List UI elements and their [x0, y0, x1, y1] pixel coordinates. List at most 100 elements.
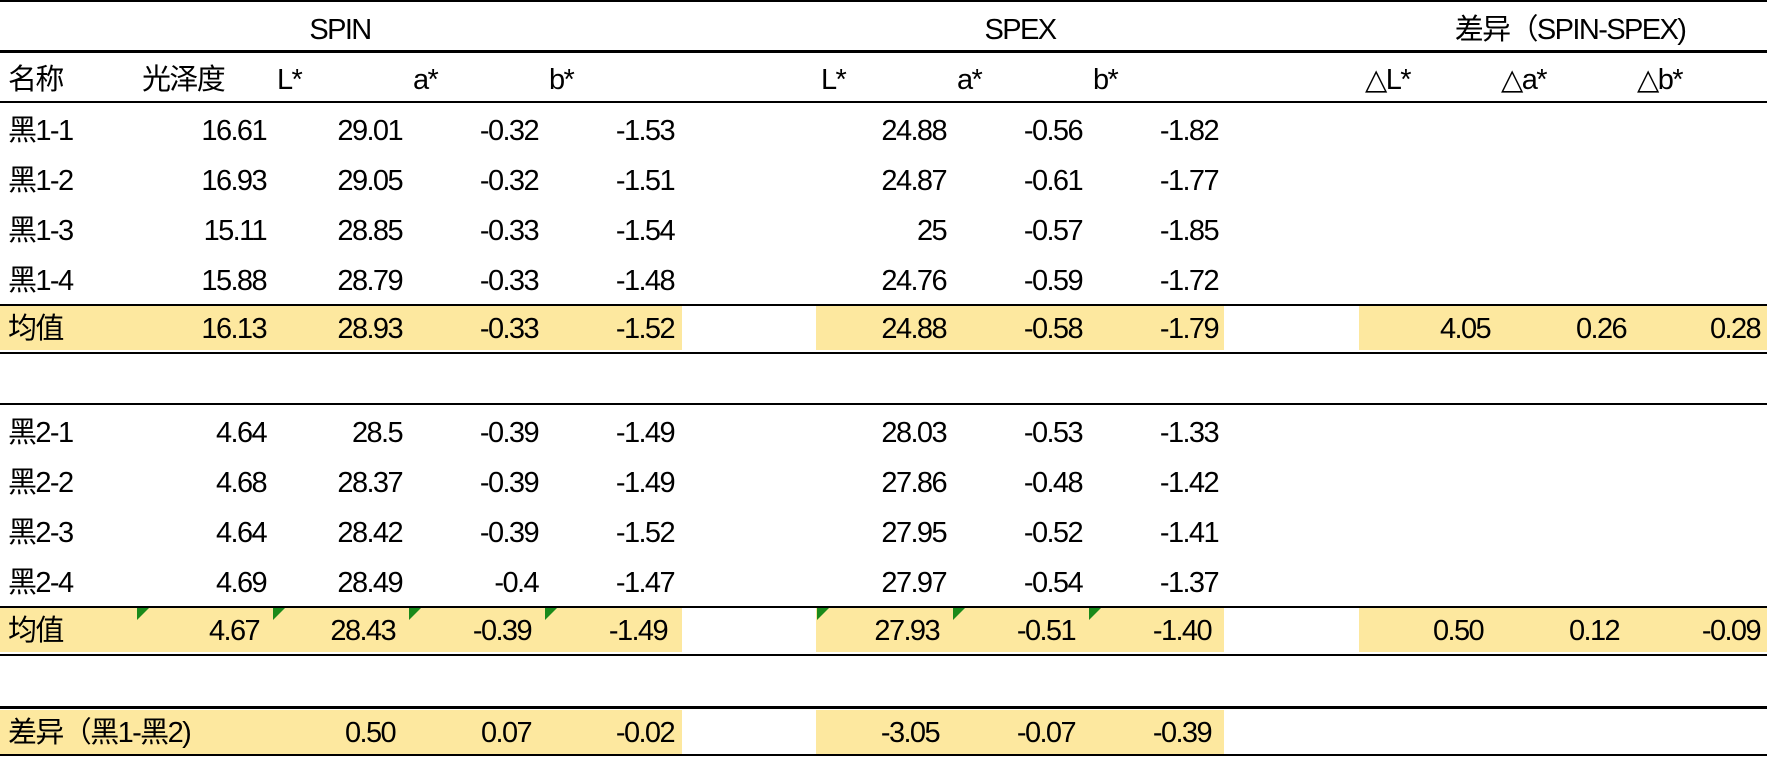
spin-L-value: 29.05 — [337, 165, 403, 197]
row-name: 黑1-4 — [8, 265, 74, 297]
mean-diff-L-value: 4.05 — [1439, 313, 1492, 345]
spex-a-value: -0.61 — [1023, 165, 1084, 197]
spex-a-value: -0.57 — [1023, 215, 1084, 247]
group-diff-spin-b-value: -0.02 — [615, 717, 676, 749]
spex-a-value: -0.54 — [1023, 567, 1084, 599]
mean-spin-b-value: -1.52 — [615, 313, 676, 345]
mean-spin-b-value: -1.49 — [608, 615, 669, 647]
spin-L-value: 28.85 — [337, 215, 403, 247]
mean-gloss-value: 4.67 — [208, 615, 261, 647]
spin-a-value: -0.32 — [479, 165, 540, 197]
col-header-diff-a: △a* — [1501, 64, 1548, 96]
group-diff-spex-a-value: -0.07 — [1016, 717, 1077, 749]
mean-spex-a-value: -0.58 — [1023, 313, 1084, 345]
row-name: 黑2-4 — [8, 567, 74, 599]
spex-L-value: 25 — [916, 215, 948, 247]
spin-b-value: -1.53 — [615, 115, 676, 147]
spex-a-value: -0.48 — [1023, 467, 1084, 499]
mean-spin-L-value: 28.43 — [330, 615, 396, 647]
group-header-spin: SPIN — [309, 14, 372, 46]
error-flag-icon[interactable] — [1089, 608, 1101, 620]
mean-spex-L-value: 27.93 — [874, 615, 940, 647]
rule-below-mean-1 — [0, 352, 1767, 354]
mean-row-2-fill-spin — [0, 608, 682, 652]
group-diff-gloss-value — [136, 713, 266, 753]
group-diff-spex-b-value: -0.39 — [1152, 717, 1213, 749]
mean-label: 均值 — [8, 313, 64, 345]
gloss-value: 16.93 — [201, 165, 267, 197]
group-diff-row-fill-spex — [816, 710, 1224, 754]
error-flag-icon[interactable] — [545, 608, 557, 620]
spin-L-value: 28.42 — [337, 517, 403, 549]
group-diff-label: 差异（黑1-黑2) — [8, 717, 192, 749]
error-flag-icon[interactable] — [409, 608, 421, 620]
spin-a-value: -0.4 — [494, 567, 539, 599]
mean-gloss-value: 16.13 — [201, 313, 267, 345]
mean-row-1-fill-spex — [816, 306, 1224, 350]
spin-a-value: -0.39 — [479, 467, 540, 499]
spex-b-value: -1.37 — [1159, 567, 1220, 599]
spex-b-value: -1.72 — [1159, 265, 1220, 297]
group-diff-spex-L-value: -3.05 — [880, 717, 941, 749]
col-header-spin-a: a* — [413, 64, 439, 96]
mean-diff-b-value: 0.28 — [1709, 313, 1762, 345]
gloss-value: 16.61 — [201, 115, 267, 147]
mean-diff-b-value: -0.09 — [1701, 615, 1762, 647]
spin-L-value: 29.01 — [337, 115, 403, 147]
rule-above-mean-1 — [0, 304, 1767, 306]
spex-L-value: 24.76 — [881, 265, 947, 297]
spin-b-value: -1.48 — [615, 265, 676, 297]
error-flag-icon[interactable] — [953, 608, 965, 620]
col-header-spex-b: b* — [1093, 64, 1119, 96]
spin-b-value: -1.52 — [615, 517, 676, 549]
rule-above-mean-2 — [0, 606, 1767, 608]
rule-below-mean-2 — [0, 654, 1767, 656]
group-header-spex: SPEX — [984, 14, 1058, 46]
gloss-value: 15.11 — [203, 215, 268, 247]
gloss-value: 4.69 — [215, 567, 268, 599]
col-header-diff-L: △L* — [1365, 64, 1412, 96]
spex-L-value: 27.95 — [881, 517, 947, 549]
spin-a-value: -0.39 — [479, 417, 540, 449]
col-header-spin-b: b* — [549, 64, 575, 96]
spin-L-value: 28.37 — [337, 467, 403, 499]
spex-b-value: -1.82 — [1159, 115, 1220, 147]
row-name: 黑2-3 — [8, 517, 74, 549]
mean-spin-L-value: 28.93 — [337, 313, 403, 345]
spex-L-value: 28.03 — [881, 417, 947, 449]
mean-row-2-fill-spex — [816, 608, 1224, 652]
col-header-name: 名称 — [8, 64, 64, 96]
col-header-spex-a: a* — [957, 64, 983, 96]
rule-under-group-header — [0, 50, 1767, 53]
col-header-spex-L: L* — [821, 64, 847, 96]
spex-L-value: 27.86 — [881, 467, 947, 499]
col-header-spin-L: L* — [277, 64, 303, 96]
spin-b-value: -1.47 — [615, 567, 676, 599]
error-flag-icon[interactable] — [817, 608, 829, 620]
mean-row-2-fill-diff — [1359, 608, 1767, 652]
spex-b-value: -1.41 — [1159, 517, 1220, 549]
spex-L-value: 24.88 — [881, 115, 947, 147]
spex-b-value: -1.42 — [1159, 467, 1220, 499]
spex-L-value: 24.87 — [881, 165, 947, 197]
col-header-diff-b: △b* — [1637, 64, 1684, 96]
spin-a-value: -0.39 — [479, 517, 540, 549]
spex-b-value: -1.77 — [1159, 165, 1220, 197]
col-header-gloss: 光泽度 — [142, 64, 226, 96]
spin-a-value: -0.32 — [479, 115, 540, 147]
mean-diff-a-value: 0.12 — [1568, 615, 1621, 647]
row-name: 黑1-3 — [8, 215, 74, 247]
spex-a-value: -0.52 — [1023, 517, 1084, 549]
mean-spex-b-value: -1.79 — [1159, 313, 1220, 345]
gloss-value: 4.64 — [215, 417, 268, 449]
mean-diff-L-value: 0.50 — [1432, 615, 1485, 647]
group-diff-row-fill-spin — [0, 710, 682, 754]
rule-bottom — [0, 754, 1767, 756]
spin-b-value: -1.49 — [615, 467, 676, 499]
row-name: 黑2-1 — [8, 417, 74, 449]
mean-row-1-fill-diff — [1359, 306, 1767, 350]
row-name: 黑1-1 — [8, 115, 74, 147]
error-flag-icon[interactable] — [273, 608, 285, 620]
error-flag-icon[interactable] — [137, 608, 149, 620]
